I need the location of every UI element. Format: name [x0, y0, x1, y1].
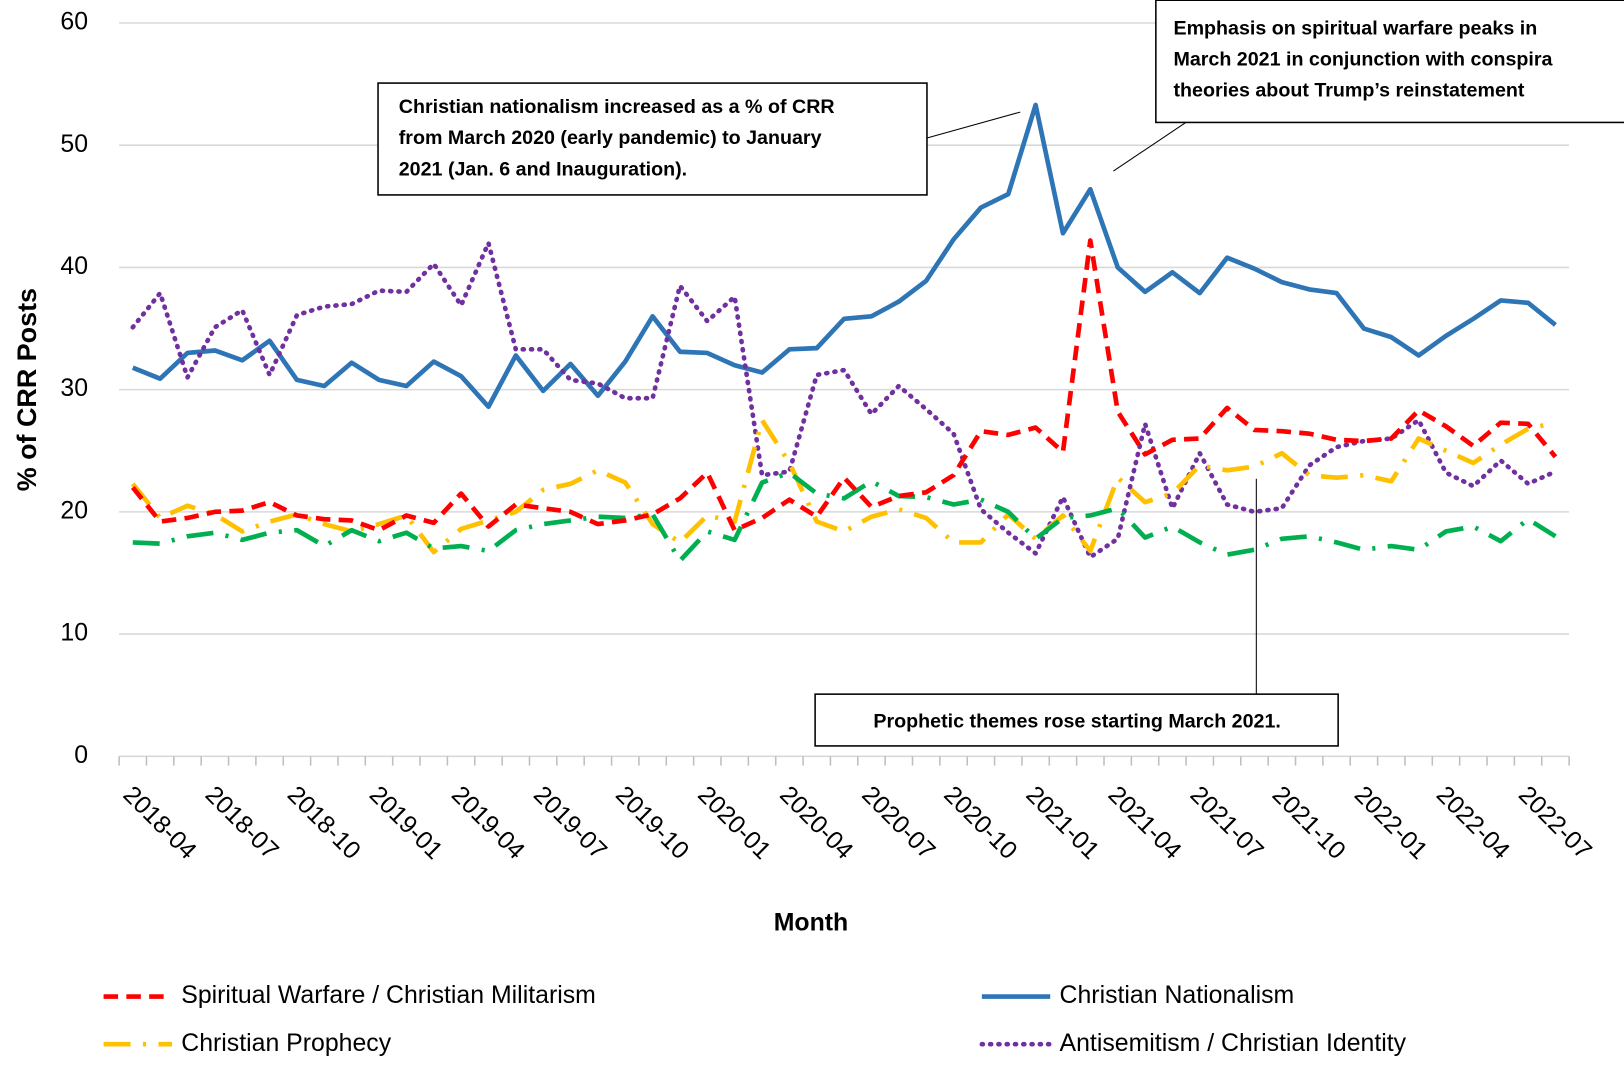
- annotation-box: [1155, 0, 1624, 124]
- x-tick-label: 2021-10: [1267, 781, 1351, 865]
- y-axis-label: % of CRR Posts: [12, 288, 42, 491]
- annotation-text: 2021 (Jan. 6 and Inauguration).: [399, 158, 687, 180]
- annotation-text: Emphasis on spiritual warfare peaks in: [1173, 17, 1537, 39]
- y-tick-label: 40: [60, 253, 88, 280]
- annotation-text: March 2021 in conjunction with conspira: [1173, 48, 1553, 70]
- x-tick-label: 2020-07: [856, 781, 940, 865]
- annotation-text: from March 2020 (early pandemic) to Janu…: [399, 127, 822, 149]
- annotation-text: theories about Trump’s reinstatement: [1173, 80, 1524, 102]
- x-tick-label: 2021-04: [1103, 781, 1187, 865]
- x-tick-label: 2020-01: [692, 781, 776, 865]
- x-axis-label: Month: [774, 910, 849, 937]
- x-tick-label: 2018-07: [200, 781, 284, 865]
- x-tick-label: 2018-04: [118, 781, 202, 865]
- x-tick-label: 2018-10: [282, 781, 366, 865]
- y-tick-label: 10: [60, 620, 88, 647]
- series-line: [130, 238, 1558, 533]
- legend-label: Christian Nationalism: [1060, 982, 1295, 1009]
- x-tick-label: 2022-01: [1349, 781, 1433, 865]
- y-tick-label: 60: [60, 9, 88, 36]
- annotation-text: Prophetic themes rose starting March 202…: [873, 710, 1280, 732]
- annotation-box: [377, 82, 928, 196]
- y-tick-label: 0: [74, 742, 88, 769]
- annotation-text: Christian nationalism increased as a % o…: [399, 96, 835, 118]
- y-tick-label: 50: [60, 131, 88, 158]
- y-tick-label: 20: [60, 497, 88, 524]
- x-tick-label: 2020-04: [774, 781, 858, 865]
- legend-label: Spiritual Warfare / Christian Militarism: [181, 982, 596, 1009]
- x-tick-label: 2021-01: [1021, 781, 1105, 865]
- x-tick-label: 2022-04: [1431, 781, 1515, 865]
- annotation-leader: [926, 111, 1021, 139]
- annotation-leader: [1113, 121, 1187, 172]
- legend-label: Christian Prophecy: [181, 1030, 391, 1057]
- x-tick-label: 2020-10: [938, 781, 1022, 865]
- series-line: [132, 470, 1557, 564]
- x-tick-label: 2022-07: [1513, 781, 1597, 865]
- series-line: [131, 102, 1557, 410]
- x-tick-label: 2021-07: [1185, 781, 1269, 865]
- legend-label: Antisemitism / Christian Identity: [1060, 1030, 1407, 1057]
- y-tick-label: 30: [60, 375, 88, 402]
- x-tick-label: 2019-04: [446, 781, 530, 865]
- series-line: [130, 240, 1558, 560]
- x-tick-label: 2019-01: [364, 781, 448, 865]
- x-tick-label: 2019-07: [528, 781, 612, 865]
- annotation-box: [814, 693, 1339, 747]
- x-tick-label: 2019-10: [610, 781, 694, 865]
